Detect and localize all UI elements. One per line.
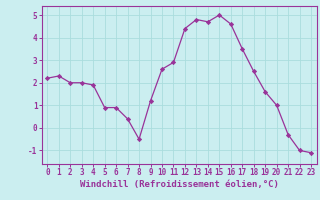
X-axis label: Windchill (Refroidissement éolien,°C): Windchill (Refroidissement éolien,°C) <box>80 180 279 189</box>
